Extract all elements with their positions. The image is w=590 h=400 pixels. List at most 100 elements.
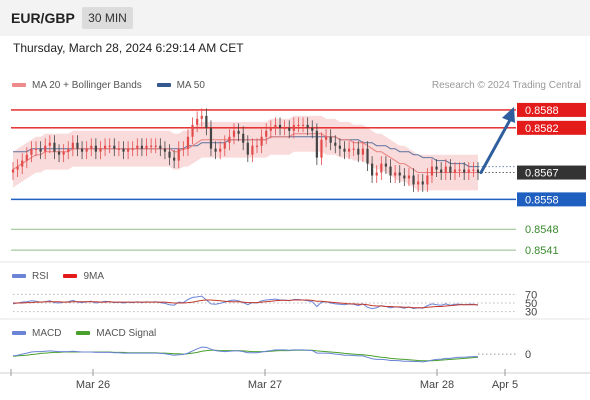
candle-body xyxy=(255,145,259,147)
candle-body xyxy=(168,151,171,158)
candle-body xyxy=(94,145,97,152)
candle-body xyxy=(209,127,213,149)
candle-body xyxy=(297,124,300,127)
ma50-swatch xyxy=(156,83,171,88)
ma20-swatch xyxy=(12,83,26,88)
candle-body xyxy=(85,148,88,152)
top-bar: EUR/GBP 30 MIN xyxy=(0,0,590,36)
candle-body xyxy=(200,115,203,119)
candle-body xyxy=(196,118,199,125)
candle-body xyxy=(219,148,222,152)
candle-body xyxy=(463,169,466,173)
level-tag-0 xyxy=(517,102,586,117)
candle-body xyxy=(186,136,190,149)
candle-body xyxy=(62,151,65,155)
level-tag-2 xyxy=(517,165,586,180)
level-tag-label-3: 0.8558 xyxy=(525,194,559,206)
candle-body xyxy=(145,145,148,149)
candle-body xyxy=(140,145,144,149)
candle-body xyxy=(159,145,162,149)
candle-body xyxy=(117,148,120,150)
macd-swatch xyxy=(12,331,26,336)
candle-body xyxy=(301,124,305,127)
symbol-label: EUR/GBP xyxy=(11,10,75,26)
candle-body xyxy=(154,145,157,147)
macd-line xyxy=(12,346,478,363)
candle-body xyxy=(126,148,130,152)
candle-body xyxy=(191,124,194,137)
ma20-line xyxy=(12,133,478,173)
candle-body xyxy=(48,142,51,146)
candle-body xyxy=(398,172,401,176)
candle-body xyxy=(39,148,42,152)
candle-body xyxy=(163,148,167,152)
candle-body xyxy=(44,145,47,152)
interval-button[interactable]: 30 MIN xyxy=(82,7,133,29)
candle-body xyxy=(412,175,415,185)
candle-body xyxy=(324,136,328,140)
candle-body xyxy=(57,151,61,155)
candle-body xyxy=(242,133,245,143)
candle-body xyxy=(246,142,249,155)
candle-body xyxy=(30,148,33,155)
candle-body xyxy=(417,181,420,185)
timestamp: Thursday, March 28, 2024 6:29:14 AM CET xyxy=(13,41,244,55)
candle-body xyxy=(260,136,263,146)
candle-body xyxy=(16,166,19,170)
macd-signal-swatch xyxy=(76,331,91,336)
x-tick-label-2: Mar 28 xyxy=(420,379,454,391)
candle-body xyxy=(232,130,236,137)
candle-body xyxy=(375,172,378,176)
candle-body xyxy=(182,148,185,150)
rsi-tick-label-70: 70 xyxy=(525,289,537,301)
x-tick-label-1: Mar 27 xyxy=(248,379,282,391)
candle-body xyxy=(131,148,134,150)
rsi-tick-label-30: 30 xyxy=(525,307,537,319)
candle-body xyxy=(288,127,291,131)
forecast-arrow-head xyxy=(502,106,515,123)
candle-body xyxy=(440,169,443,173)
candle-body xyxy=(384,163,388,167)
candle-body xyxy=(361,148,365,155)
ma20-legend-label: MA 20 + Bollinger Bands xyxy=(32,80,142,91)
macd-legend: MACD MACD Signal xyxy=(12,328,156,339)
candle-body xyxy=(53,142,56,152)
candle-body xyxy=(269,127,272,131)
candle-body xyxy=(122,148,125,152)
candle-body xyxy=(449,166,452,173)
candle-body xyxy=(403,175,406,179)
candle-body xyxy=(103,145,107,149)
rsi-ma-swatch xyxy=(63,274,78,279)
rsi-tick-label-50: 50 xyxy=(525,298,537,310)
candle-body xyxy=(136,145,139,149)
candle-body xyxy=(150,145,153,147)
candle-body xyxy=(283,127,286,130)
level-label-5: 0.8541 xyxy=(525,245,559,257)
price-legend: MA 20 + Bollinger Bands MA 50 xyxy=(12,80,205,91)
candle-body xyxy=(90,145,93,149)
level-tag-label-2: 0.8567 xyxy=(525,168,559,180)
candle-body xyxy=(265,130,268,137)
candle-body xyxy=(352,148,355,150)
candle-body xyxy=(315,130,318,158)
candle-body xyxy=(34,148,38,150)
level-tag-1 xyxy=(517,120,586,135)
rsi-ma-legend-label: 9MA xyxy=(83,271,105,282)
candle-body xyxy=(394,172,397,176)
candle-body xyxy=(214,148,217,152)
candle-body xyxy=(311,127,314,131)
level-tag-label-0: 0.8588 xyxy=(525,105,559,117)
bollinger-band xyxy=(13,115,478,191)
candle-body xyxy=(329,136,332,143)
level-tag-label-1: 0.8582 xyxy=(525,123,559,135)
candle-body xyxy=(177,148,180,161)
candle-body xyxy=(11,169,15,173)
candle-body xyxy=(274,124,277,128)
candle-body xyxy=(76,142,79,149)
candle-body xyxy=(334,142,337,146)
candle-body xyxy=(113,145,116,149)
candle-body xyxy=(320,139,323,158)
candle-body xyxy=(223,142,226,149)
level-tag-3 xyxy=(517,192,586,207)
candle-body xyxy=(347,148,351,152)
